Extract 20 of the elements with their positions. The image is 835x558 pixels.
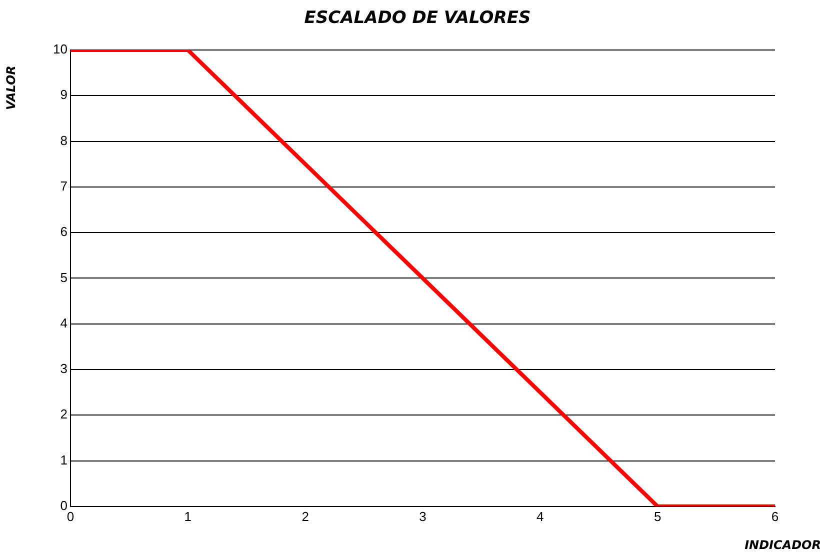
x-tick-label: 6 — [771, 508, 779, 524]
y-tick-label: 1 — [60, 452, 68, 468]
y-tick-label: 5 — [60, 270, 68, 285]
x-tick-label: 1 — [184, 508, 192, 524]
y-tick-label: 7 — [60, 178, 68, 194]
y-tick-label: 8 — [60, 132, 68, 148]
x-tick-label: 4 — [536, 508, 544, 524]
chart-title: ESCALADO DE VALORES — [303, 8, 532, 28]
y-tick-label: 3 — [60, 361, 68, 376]
x-tick-label: 3 — [419, 508, 426, 524]
y-tick-label: 9 — [60, 87, 68, 102]
y-tick-label: 10 — [52, 42, 68, 57]
y-axis-title: VALOR — [4, 66, 18, 110]
y-tick-label: 0 — [60, 498, 68, 513]
x-axis-title: INDICADOR — [744, 538, 821, 552]
x-tick-label: 2 — [302, 508, 309, 524]
x-tick-label: 5 — [654, 508, 662, 524]
y-tick-label: 6 — [60, 224, 68, 240]
y-tick-label: 4 — [60, 315, 68, 330]
y-tick-label: 2 — [60, 406, 68, 422]
